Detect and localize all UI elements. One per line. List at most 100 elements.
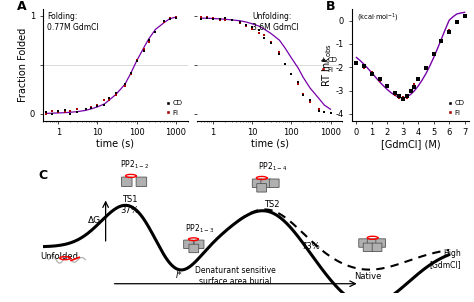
Point — [55, 108, 62, 113]
Point — [209, 15, 217, 20]
Point — [133, 58, 140, 63]
FancyBboxPatch shape — [359, 239, 368, 247]
Legend: CD, FI: CD, FI — [164, 99, 184, 117]
Point — [228, 18, 236, 23]
Point — [430, 50, 438, 55]
Point — [121, 83, 129, 88]
Point — [438, 40, 445, 44]
Point — [438, 38, 445, 43]
Point — [82, 106, 90, 111]
Text: Folding:
0.77M GdmCl: Folding: 0.77M GdmCl — [47, 12, 99, 32]
FancyBboxPatch shape — [261, 179, 271, 188]
Text: High
[GdmCl]: High [GdmCl] — [429, 249, 461, 269]
Point — [242, 24, 250, 29]
Point — [410, 81, 418, 86]
Point — [140, 47, 147, 52]
Point — [407, 89, 414, 94]
Text: ΔG: ΔG — [88, 216, 101, 225]
Point — [395, 94, 403, 98]
Point — [395, 95, 403, 100]
Point — [242, 22, 250, 27]
Point — [197, 15, 205, 20]
Point — [422, 65, 430, 70]
Point — [403, 94, 410, 99]
Point — [145, 39, 152, 44]
Point — [410, 84, 418, 89]
Text: TS2: TS2 — [264, 200, 280, 209]
Point — [166, 15, 173, 20]
FancyBboxPatch shape — [136, 177, 146, 186]
Point — [216, 18, 224, 22]
Text: Native: Native — [354, 272, 382, 281]
Point — [276, 50, 283, 55]
Text: PP2$_{1-4}$: PP2$_{1-4}$ — [258, 160, 287, 173]
FancyBboxPatch shape — [367, 239, 377, 247]
Point — [255, 28, 263, 33]
Text: Unfolding:
3.6M GdmCl: Unfolding: 3.6M GdmCl — [252, 12, 299, 32]
Point — [260, 32, 268, 37]
FancyBboxPatch shape — [269, 179, 279, 188]
Text: PP2$_{1-3}$: PP2$_{1-3}$ — [184, 223, 214, 235]
Point — [327, 111, 334, 116]
X-axis label: time (s): time (s) — [251, 139, 289, 149]
Point — [145, 37, 152, 42]
Point — [66, 112, 74, 117]
Text: 73%: 73% — [301, 242, 320, 251]
Text: B: B — [326, 0, 336, 13]
Point — [94, 103, 101, 108]
Point — [61, 108, 69, 112]
Point — [255, 31, 263, 35]
Point — [453, 20, 461, 25]
Point — [66, 109, 74, 114]
Point — [392, 92, 399, 97]
Point — [399, 95, 407, 100]
Point — [446, 30, 453, 34]
Point — [403, 96, 410, 101]
Point — [267, 40, 274, 45]
Point — [368, 70, 376, 75]
Text: Unfolded: Unfolded — [40, 252, 78, 261]
FancyBboxPatch shape — [363, 243, 373, 252]
Point — [282, 61, 289, 66]
Text: (kcal·mol$^{-1}$): (kcal·mol$^{-1}$) — [356, 11, 398, 24]
Point — [383, 83, 391, 88]
FancyBboxPatch shape — [252, 179, 262, 188]
Point — [248, 25, 256, 30]
Point — [248, 27, 256, 32]
Legend: CD, FI: CD, FI — [446, 99, 466, 117]
Legend: CD, FI: CD, FI — [319, 56, 339, 74]
Point — [306, 99, 314, 104]
FancyBboxPatch shape — [121, 177, 132, 186]
Point — [399, 96, 407, 101]
Point — [260, 36, 268, 40]
Point — [414, 76, 422, 80]
FancyBboxPatch shape — [194, 240, 204, 249]
Point — [315, 107, 322, 112]
Point — [106, 97, 113, 102]
Point — [152, 30, 159, 35]
Text: I*: I* — [175, 271, 182, 280]
Point — [237, 19, 244, 24]
Point — [172, 16, 180, 21]
Point — [127, 72, 135, 76]
Point — [172, 15, 180, 20]
Point — [267, 40, 274, 45]
Point — [43, 111, 50, 116]
Point — [288, 72, 295, 77]
FancyBboxPatch shape — [376, 239, 385, 247]
Text: C: C — [38, 169, 47, 182]
Point — [197, 17, 205, 21]
Point — [327, 110, 334, 115]
Point — [299, 91, 307, 96]
Point — [461, 14, 468, 18]
Point — [203, 15, 210, 20]
Point — [320, 110, 328, 114]
Point — [360, 65, 368, 70]
Point — [376, 78, 383, 83]
Point — [446, 28, 453, 33]
FancyBboxPatch shape — [183, 240, 193, 249]
Point — [73, 107, 81, 112]
Text: 37%: 37% — [121, 206, 139, 215]
Point — [209, 16, 217, 21]
Point — [299, 92, 307, 97]
